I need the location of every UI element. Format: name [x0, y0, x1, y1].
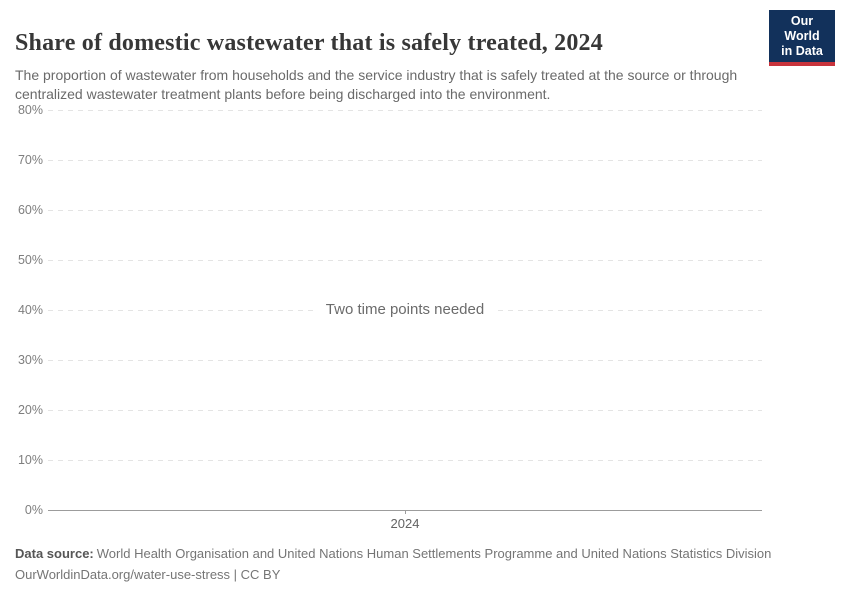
gridline [48, 410, 762, 411]
y-axis-tick-label: 60% [17, 203, 43, 217]
y-axis-tick-label: 40% [17, 303, 43, 317]
gridline [48, 210, 762, 211]
chart-subtitle: The proportion of wastewater from househ… [15, 67, 738, 102]
x-axis-tick-mark [405, 510, 406, 514]
y-axis-tick-label: 50% [17, 253, 43, 267]
datasource-value: World Health Organisation and United Nat… [96, 546, 772, 561]
logo-line-2: in Data [781, 44, 823, 58]
logo-line-1: Our World [784, 14, 820, 43]
gridline [48, 360, 762, 361]
y-axis-tick-label: 30% [17, 353, 43, 367]
y-axis-tick-label: 0% [24, 503, 43, 517]
footer-datasource: Data source: World Health Organisation an… [15, 546, 771, 561]
y-axis-tick-label: 10% [17, 453, 43, 467]
empty-state-message: Two time points needed [48, 301, 762, 318]
owid-logo[interactable]: Our World in Data [769, 10, 835, 66]
y-axis-tick-label: 70% [17, 153, 43, 167]
x-axis-tick-label: 2024 [390, 516, 420, 531]
gridline [48, 160, 762, 161]
empty-state-message-text: Two time points needed [315, 301, 495, 318]
gridline [48, 460, 762, 461]
gridline [48, 260, 762, 261]
datasource-label: Data source: [15, 546, 94, 561]
y-axis-tick-label: 20% [17, 403, 43, 417]
page-title: Share of domestic wastewater that is saf… [15, 30, 603, 57]
y-axis-tick-label: 80% [17, 103, 43, 117]
footer-license: OurWorldinData.org/water-use-stress | CC… [15, 567, 281, 582]
gridline [48, 110, 762, 111]
